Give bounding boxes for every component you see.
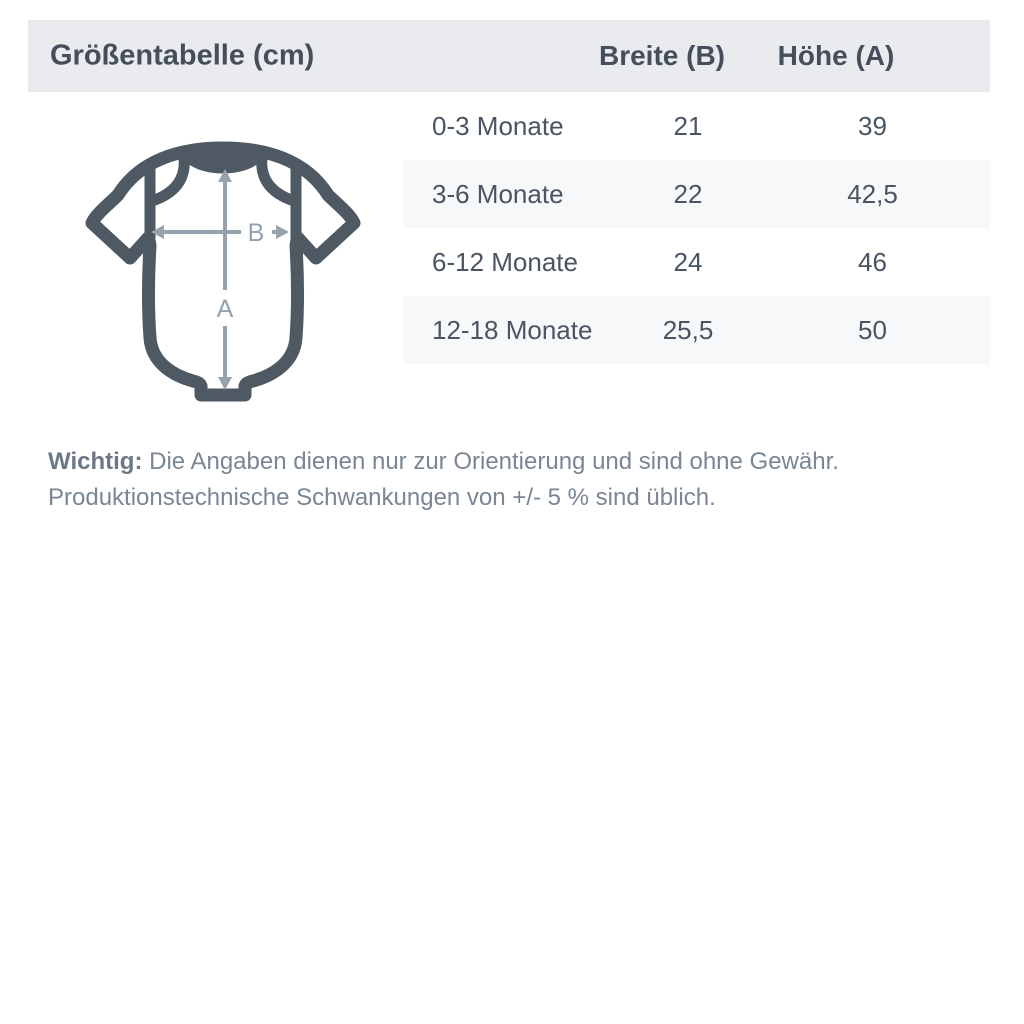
- width-arrow: B: [151, 219, 289, 247]
- arrowhead-down-icon: [218, 377, 232, 390]
- table-row: 0-3 Monate 21 39: [403, 92, 990, 160]
- page-title: Größentabelle (cm): [50, 39, 315, 72]
- baby-bodysuit-icon: A B: [85, 141, 361, 402]
- height-value: 39: [858, 110, 887, 141]
- column-header-width: Breite (B): [598, 40, 726, 71]
- left-lap-arc: [146, 152, 190, 207]
- width-value: 21: [673, 110, 703, 141]
- size-label: 12-18 Monate: [432, 314, 593, 345]
- height-arrow: A: [217, 169, 234, 390]
- size-label: 3-6 Monate: [432, 178, 564, 209]
- arrowhead-left-icon: [151, 225, 164, 239]
- disclaimer-note: Wichtig: Die Angaben dienen nur zur Orie…: [48, 444, 978, 516]
- height-value: 42,5: [847, 178, 898, 209]
- arrowhead-right-icon: [276, 225, 289, 239]
- width-value: 25,5: [662, 314, 714, 345]
- width-value: 22: [673, 178, 703, 209]
- width-value: 24: [673, 246, 703, 277]
- table-row: 12-18 Monate 25,5 50: [403, 296, 990, 364]
- size-label: 0-3 Monate: [432, 110, 564, 141]
- right-lap-arc: [256, 152, 300, 207]
- size-label: 6-12 Monate: [432, 246, 578, 277]
- note-line2: Produktionstechnische Schwankungen von +…: [48, 484, 716, 511]
- width-arrow-label: B: [248, 219, 265, 247]
- size-table: 0-3 Monate 21 39 3-6 Monate 22 42,5 6-12…: [403, 92, 990, 364]
- note-label: Wichtig:: [48, 448, 143, 475]
- column-header-height: Höhe (A): [777, 40, 895, 71]
- table-row: 3-6 Monate 22 42,5: [403, 160, 990, 228]
- height-value: 50: [858, 314, 887, 345]
- arrowhead-up-icon: [218, 169, 232, 182]
- table-header-bar: Größentabelle (cm) Breite (B) Höhe (A): [28, 20, 990, 92]
- baby-bodysuit-diagram: A B: [85, 138, 365, 412]
- height-arrow-label: A: [217, 295, 234, 323]
- height-value: 46: [858, 246, 887, 277]
- note-line1: Die Angaben dienen nur zur Orientierung …: [149, 448, 839, 475]
- table-row: 6-12 Monate 24 46: [403, 228, 990, 296]
- neckline-opening: [182, 148, 264, 174]
